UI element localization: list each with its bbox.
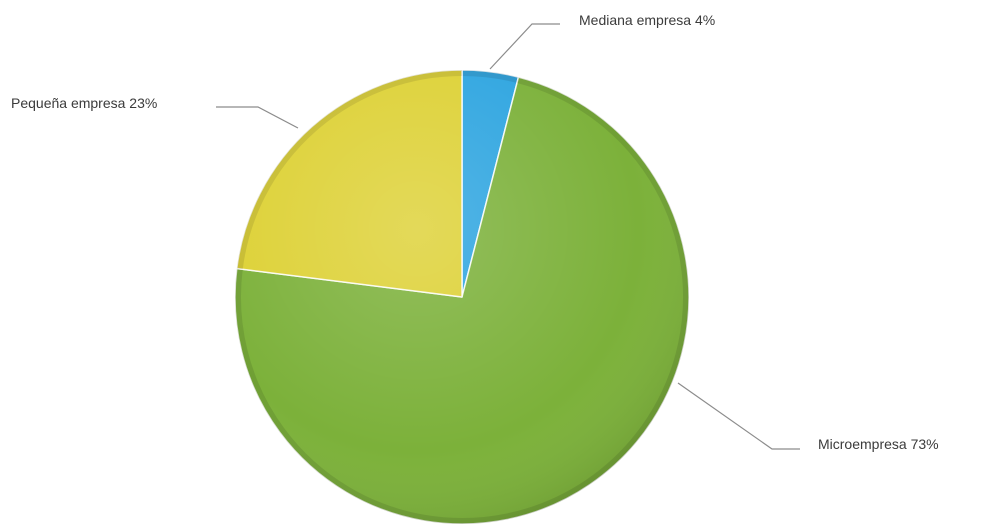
data-label-micro: Microempresa 73% [818, 436, 939, 452]
leader-line-pequena [216, 106, 299, 129]
data-label-pequena: Pequeña empresa 23% [11, 95, 157, 111]
pie-slices [234, 69, 690, 525]
data-label-mediana: Mediana empresa 4% [579, 12, 715, 28]
leader-line-micro [677, 382, 800, 450]
leader-line-mediana [489, 23, 560, 70]
